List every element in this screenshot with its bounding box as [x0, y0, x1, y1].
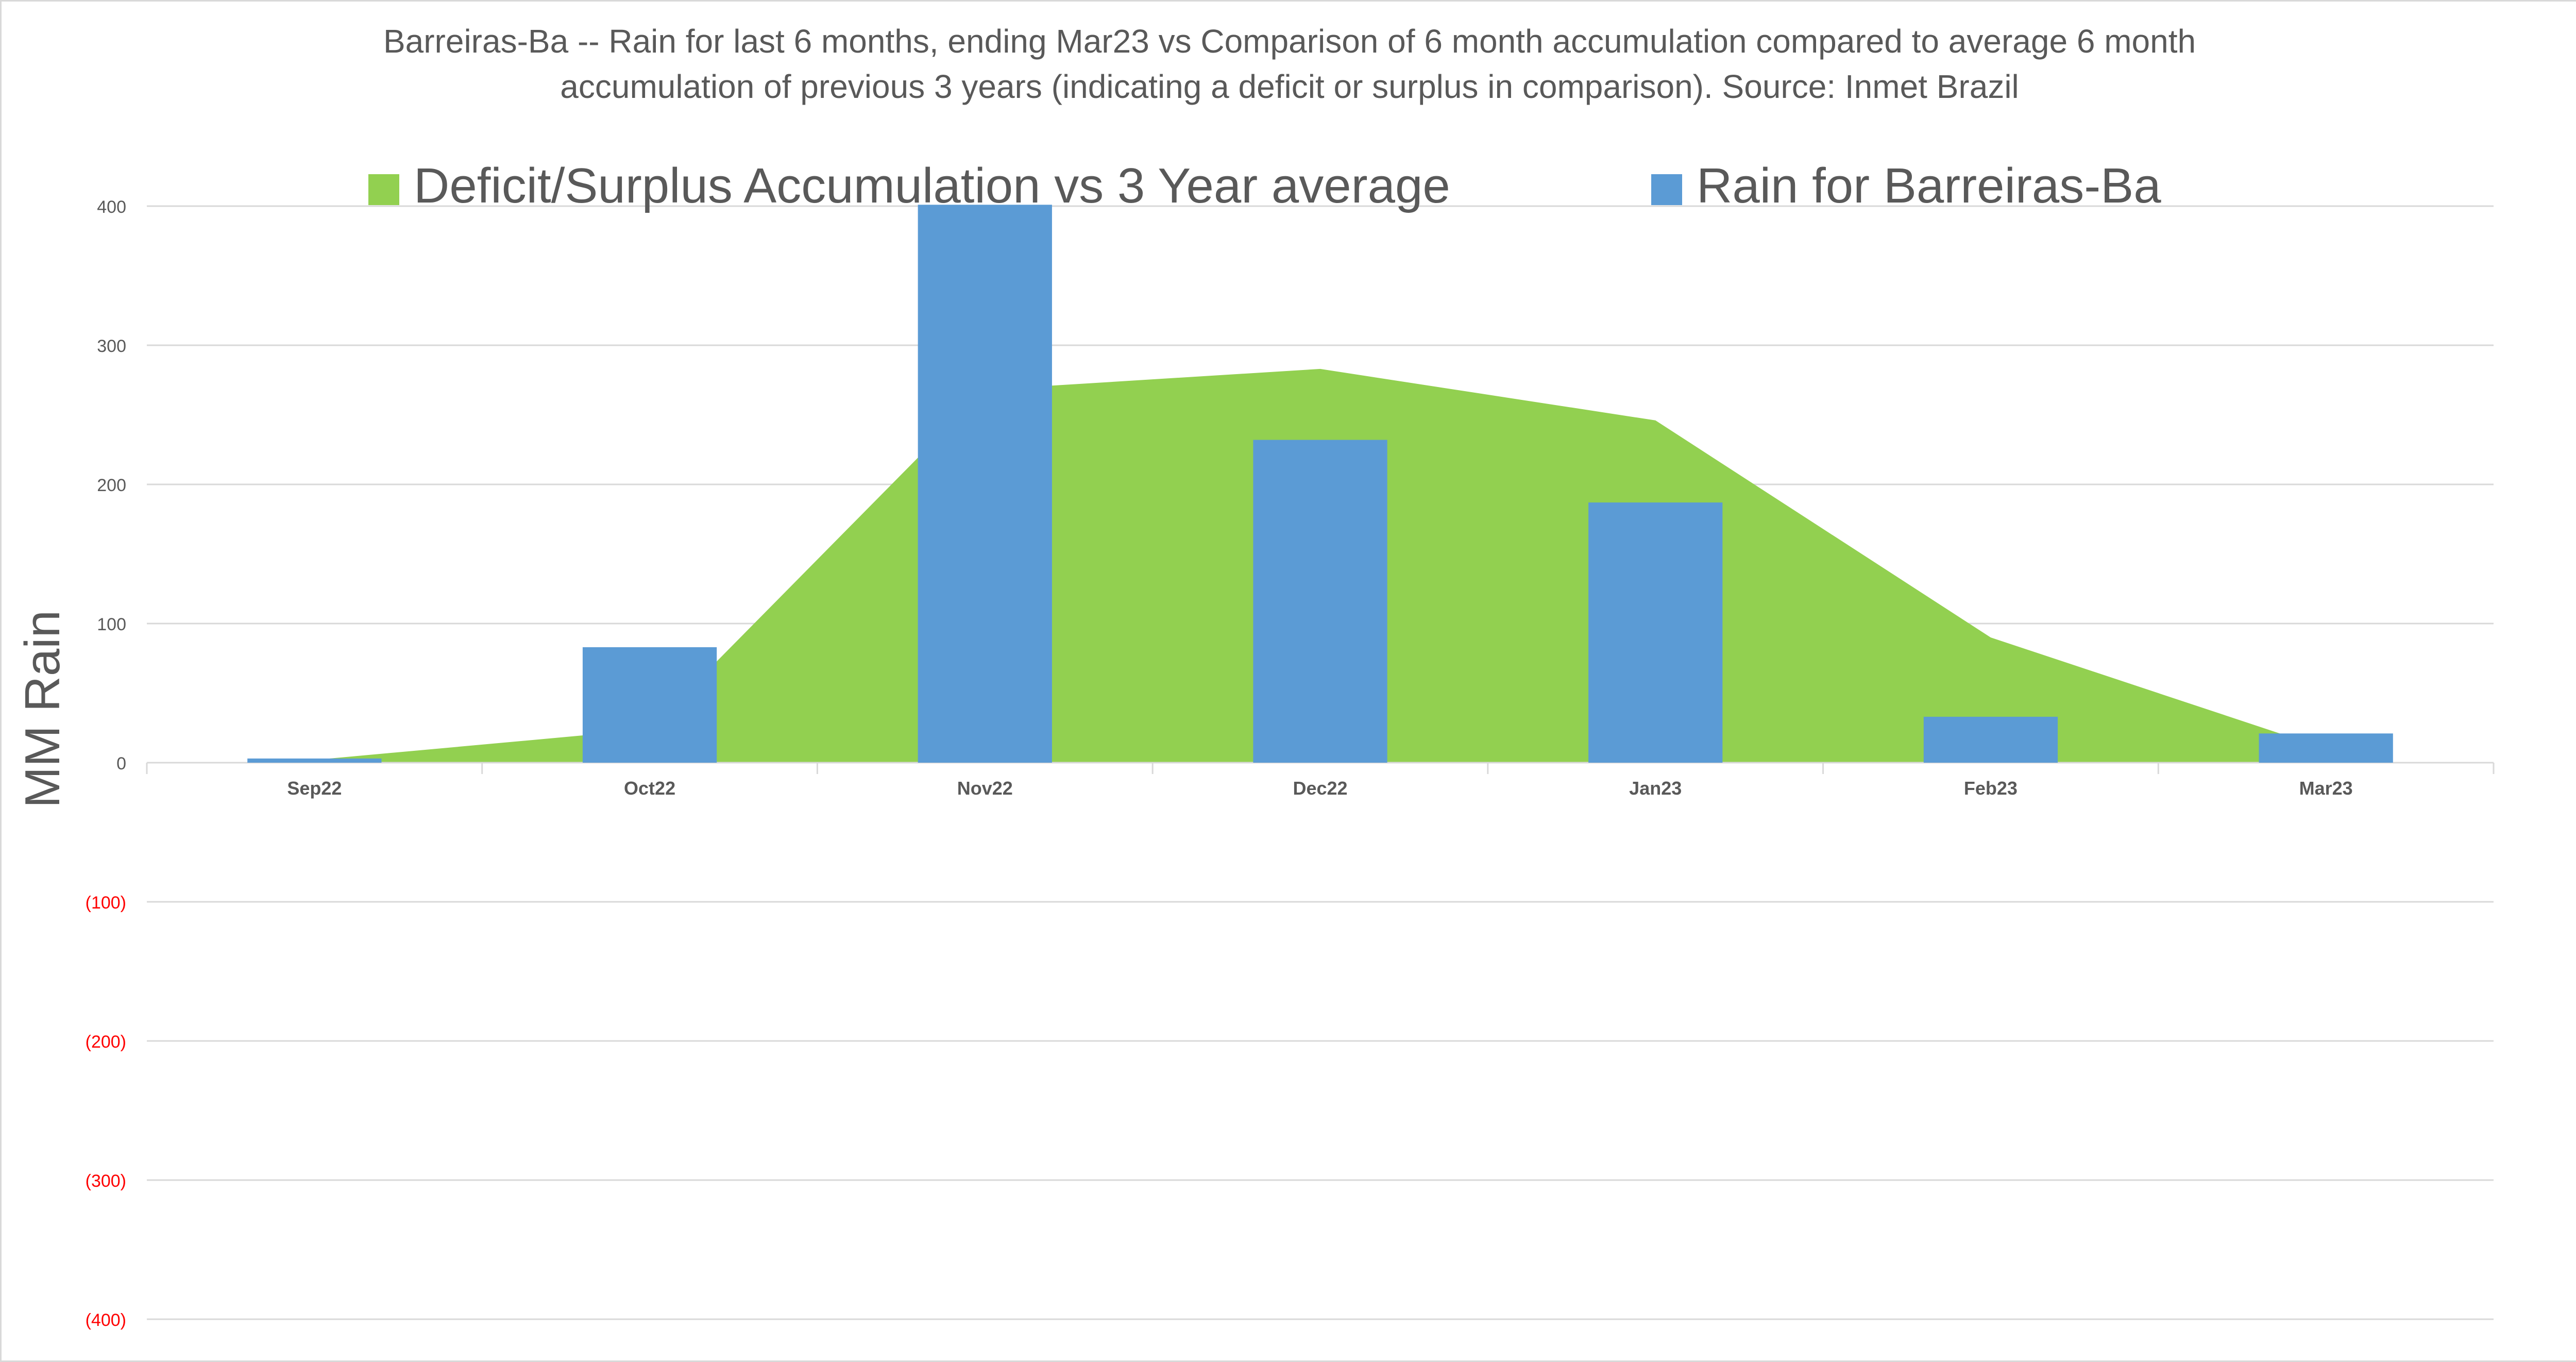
y-axis-label: MM Rain [15, 610, 70, 808]
x-tick-label: Feb23 [1964, 778, 2018, 799]
chart-title-line-2: accumulation of previous 3 years (indica… [560, 68, 2019, 105]
chart-title-line-1: Barreiras-Ba -- Rain for last 6 months, … [383, 23, 2196, 60]
y-tick-label: (300) [86, 1171, 126, 1191]
x-tick-label: Jan23 [1629, 778, 1682, 799]
y-tick-label: 200 [97, 476, 126, 495]
legend-label: Deficit/Surplus Accumulation vs 3 Year a… [414, 158, 1450, 213]
bar-dec22 [1253, 440, 1387, 763]
chart-title: Barreiras-Ba -- Rain for last 6 months, … [0, 19, 2576, 109]
x-axis-ticks: Sep22 Oct22 Nov22 Dec22 Jan23 Feb23 Mar23 [287, 778, 2352, 799]
y-tick-label: 300 [97, 337, 126, 356]
bar-jan23 [1588, 502, 1723, 763]
y-tick-label: (400) [86, 1310, 126, 1330]
x-axis [146, 762, 2495, 774]
bar-oct22 [582, 647, 717, 763]
x-tick-label: Mar23 [2299, 778, 2353, 799]
y-tick-label: (100) [86, 893, 126, 913]
x-tick-label: Sep22 [287, 778, 342, 799]
y-tick-label: (200) [86, 1032, 126, 1052]
x-tick-label: Oct22 [624, 778, 675, 799]
y-tick-label: 0 [116, 754, 126, 774]
legend-label: Rain for Barreiras-Ba [1697, 158, 2161, 213]
x-tick-label: Dec22 [1293, 778, 1347, 799]
y-tick-label: 100 [97, 615, 126, 634]
legend: Deficit/Surplus Accumulation vs 3 Year a… [368, 158, 2161, 213]
y-axis-ticks: 400 300 200 100 0 (100) (200) (300) (400) [86, 197, 126, 1330]
legend-swatch [368, 174, 399, 205]
bar-series [247, 205, 2393, 763]
legend-swatch [1651, 174, 1682, 205]
y-tick-label: 400 [97, 197, 126, 217]
bar-feb23 [1923, 716, 2058, 763]
x-tick-label: Nov22 [957, 778, 1013, 799]
bar-mar23 [2259, 733, 2393, 763]
bar-nov22 [918, 205, 1052, 763]
bar-sep22 [247, 758, 382, 763]
